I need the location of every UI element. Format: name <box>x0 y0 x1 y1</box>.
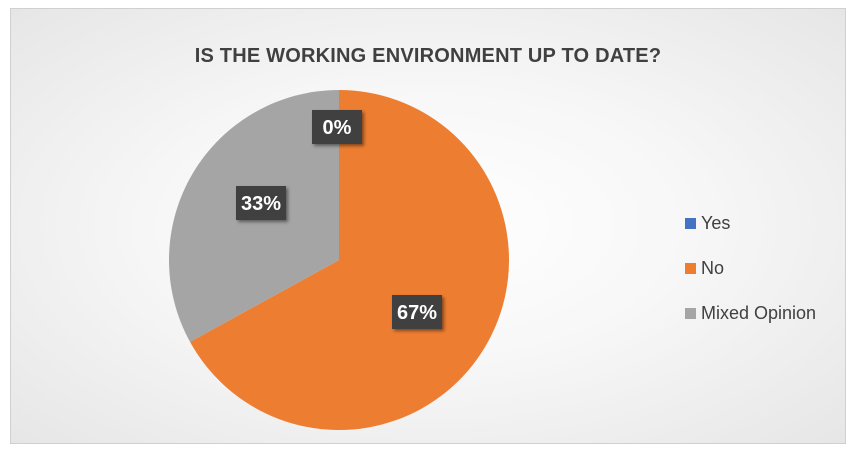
legend-swatch-mixed-opinion <box>685 307 696 319</box>
data-label-mixed-opinion: 33% <box>236 186 286 220</box>
legend-item-mixed-opinion: Mixed Opinion <box>685 302 816 324</box>
data-label-yes: 0% <box>312 110 362 144</box>
chart-area: IS THE WORKING ENVIRONMENT UP TO DATE? 0… <box>10 8 846 444</box>
data-label-box-yes <box>312 110 362 144</box>
data-label-box-mixed-opinion <box>236 186 286 220</box>
legend-item-yes: Yes <box>685 212 816 234</box>
data-label-text-mixed-opinion: 33% <box>241 193 281 215</box>
legend: Yes No Mixed Opinion <box>685 212 816 347</box>
legend-swatch-yes <box>685 217 696 229</box>
legend-label-no: No <box>701 257 725 278</box>
legend-label-mixed-opinion: Mixed Opinion <box>701 302 817 323</box>
pie-slice-no <box>190 90 509 430</box>
data-label-text-yes: 0% <box>323 117 352 139</box>
legend-label-yes: Yes <box>701 212 731 233</box>
data-label-text-no: 67% <box>397 302 437 324</box>
data-label-box-no <box>392 295 442 329</box>
chart-title: IS THE WORKING ENVIRONMENT UP TO DATE? <box>194 45 662 67</box>
legend-swatch-no <box>685 262 696 274</box>
legend-item-no: No <box>685 257 816 279</box>
pie-chart: 0% 67% 33% <box>168 90 509 430</box>
data-label-no: 67% <box>392 295 442 329</box>
